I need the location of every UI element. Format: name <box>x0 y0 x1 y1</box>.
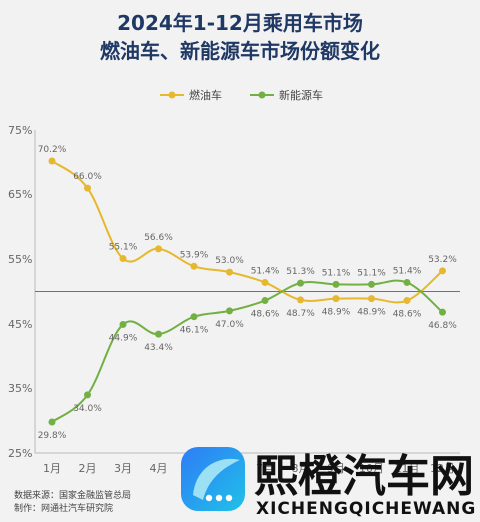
data-point-nev[interactable] <box>332 280 340 288</box>
data-point-fuel[interactable] <box>368 295 375 303</box>
y-tick: 45% <box>8 318 32 331</box>
data-point-nev[interactable] <box>84 391 91 399</box>
data-label-fuel: 53.2% <box>428 255 457 265</box>
data-label-fuel: 55.1% <box>109 243 138 253</box>
data-label-nev: 51.1% <box>357 268 386 278</box>
data-label-fuel: 53.9% <box>180 250 209 260</box>
series-line-nev <box>51 279 444 423</box>
data-label-nev: 29.8% <box>38 431 67 441</box>
x-tick: 9月 <box>327 462 345 475</box>
data-labels: 70.2% 66.0% 55.1% 56.6% 53.9% 53.0% 51.4% 48.7%… <box>38 145 458 441</box>
legend-label-nev: 新能源车 <box>279 88 323 102</box>
legend: 燃油车 新能源车 <box>160 88 323 102</box>
y-tick: 65% <box>8 188 32 201</box>
data-point-nev[interactable] <box>190 313 198 321</box>
data-point-fuel[interactable] <box>261 278 269 286</box>
data-point-fuel[interactable] <box>403 297 411 305</box>
y-axis-ticks: 75% 65% 55% 45% 35% 25% <box>8 124 32 460</box>
legend-item-nev[interactable]: 新能源车 <box>250 88 323 102</box>
watermark-logo-dot <box>205 494 213 502</box>
data-label-fuel: 53.0% <box>215 256 244 266</box>
chart-title: 2024年1-12月乘用车市场 <box>117 11 363 35</box>
footer-source: 数据来源：国家金融监管总局 <box>14 489 131 501</box>
data-label-nev: 47.0% <box>215 320 244 330</box>
data-label-nev: 51.4% <box>393 266 422 276</box>
chart-subtitle: 燃油车、新能源车市场份额变化 <box>100 39 380 63</box>
watermark: 熙橙汽车网 XICHENGQICHEWANG <box>181 447 476 519</box>
y-tick: 75% <box>8 124 32 137</box>
x-tick: 4月 <box>150 462 168 475</box>
data-label-nev: 44.9% <box>109 333 138 343</box>
legend-item-fuel[interactable]: 燃油车 <box>160 88 222 102</box>
x-tick: 1月 <box>43 462 61 475</box>
data-label-nev: 46.8% <box>428 321 457 331</box>
x-tick: 7月 <box>256 462 274 475</box>
y-tick: 25% <box>8 447 32 460</box>
data-label-nev: 48.6% <box>251 310 280 320</box>
x-tick: 11月 <box>395 462 420 475</box>
x-tick: 3月 <box>114 462 132 475</box>
y-tick: 55% <box>8 253 32 266</box>
data-label-nev: 51.1% <box>322 268 351 278</box>
data-point-fuel[interactable] <box>439 267 446 275</box>
x-tick: 12月 <box>430 462 455 475</box>
series-line-fuel <box>51 160 444 304</box>
data-point-nev[interactable] <box>297 279 304 287</box>
data-point-nev[interactable] <box>368 280 375 288</box>
data-point-nev[interactable] <box>155 330 162 338</box>
data-label-fuel: 48.9% <box>357 308 386 318</box>
x-tick: 10月 <box>359 462 384 475</box>
legend-marker-nev <box>258 91 266 99</box>
data-point-fuel[interactable] <box>226 268 233 276</box>
watermark-logo-dot <box>225 494 233 502</box>
data-point-fuel[interactable] <box>190 262 198 270</box>
data-label-fuel: 48.7% <box>286 309 315 319</box>
watermark-logo-swoosh <box>193 458 240 500</box>
legend-label-fuel: 燃油车 <box>189 88 222 102</box>
series-layer: 70.2% 66.0% 55.1% 56.6% 53.9% 53.0% 51.4% 48.7%… <box>38 145 458 441</box>
data-label-nev: 43.4% <box>144 343 173 353</box>
data-point-nev[interactable] <box>439 308 446 316</box>
data-label-fuel: 70.2% <box>38 145 67 155</box>
data-point-nev[interactable] <box>226 307 233 315</box>
watermark-logo-dot <box>215 494 223 502</box>
data-point-nev[interactable] <box>261 297 269 305</box>
data-label-nev: 51.3% <box>286 267 315 277</box>
data-point-fuel[interactable] <box>297 296 304 304</box>
data-label-nev: 46.1% <box>180 326 209 336</box>
data-point-nev[interactable] <box>119 320 127 328</box>
data-label-fuel: 48.6% <box>393 310 422 320</box>
data-label-fuel: 51.4% <box>251 266 280 276</box>
data-label-fuel: 56.6% <box>144 233 173 243</box>
data-point-fuel[interactable] <box>332 295 340 303</box>
x-tick: 8月 <box>292 462 310 475</box>
watermark-subtitle: XICHENGQICHEWANG <box>256 499 476 519</box>
footer-credit: 制作：网通社汽车研究院 <box>14 502 113 514</box>
data-point-nev[interactable] <box>403 278 411 286</box>
x-tick: 2月 <box>79 462 97 475</box>
data-label-fuel: 66.0% <box>73 172 102 182</box>
data-point-fuel[interactable] <box>155 245 162 253</box>
data-point-fuel[interactable] <box>119 255 127 263</box>
data-point-fuel[interactable] <box>48 157 56 165</box>
data-point-nev[interactable] <box>48 418 56 426</box>
legend-marker-fuel <box>168 91 176 99</box>
watermark-name: 熙橙汽车网 <box>254 451 474 502</box>
data-label-nev: 34.0% <box>73 404 102 414</box>
data-label-fuel: 48.9% <box>322 308 351 318</box>
y-tick: 35% <box>8 382 32 395</box>
data-point-fuel[interactable] <box>84 184 91 192</box>
footer: 数据来源：国家金融监管总局 制作：网通社汽车研究院 <box>14 489 131 514</box>
